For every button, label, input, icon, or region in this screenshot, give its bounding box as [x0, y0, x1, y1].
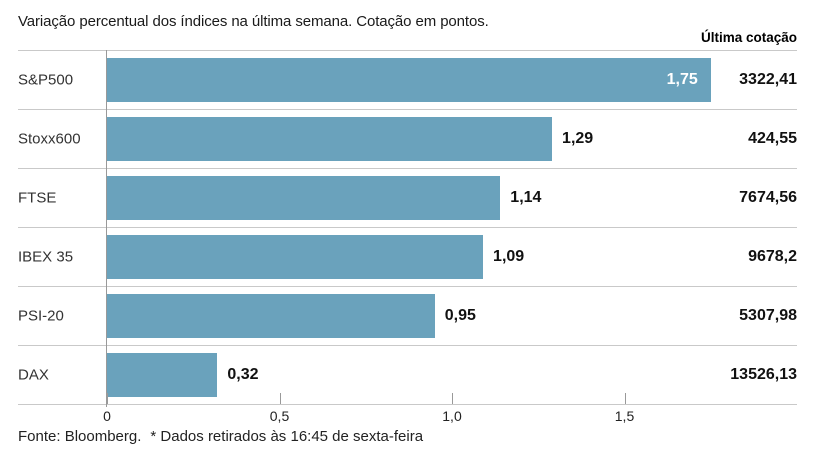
y-axis-line [106, 50, 107, 407]
tick-label: 0,5 [269, 408, 290, 424]
category-label: FTSE [18, 189, 57, 207]
bar: 1,75 [107, 58, 711, 102]
category-label: PSI-20 [18, 307, 64, 325]
value-label: 0,32 [227, 366, 259, 383]
source-note: Fonte: Bloomberg. * Dados retirados às 16… [18, 428, 423, 445]
value-label: 1,29 [562, 130, 594, 147]
category-label: S&P500 [18, 71, 74, 89]
bar: 1,09 [107, 235, 524, 279]
category-label: IBEX 35 [18, 248, 74, 266]
chart-row: FTSE 1,14 7674,56 [18, 169, 797, 228]
source-text: Fonte: Bloomberg. [18, 428, 142, 445]
chart-row: S&P500 1,75 3322,41 [18, 51, 797, 110]
value-label: 1,75 [666, 71, 698, 88]
plot-area: 0,32 13526,13 [107, 346, 797, 404]
tick-label: 1,5 [614, 408, 635, 424]
chart-title: Variação percentual dos índices na últim… [18, 13, 489, 30]
footnote-text: * Dados retirados às 16:45 de sexta-feir… [150, 428, 424, 445]
value-label: 0,95 [444, 307, 476, 324]
value-label: 1,09 [493, 248, 525, 265]
plot-area: 0,95 5307,98 [107, 287, 797, 345]
chart-row: PSI-20 0,95 5307,98 [18, 287, 797, 346]
chart-row: IBEX 35 1,09 9678,2 [18, 228, 797, 287]
x-axis: 0 0,5 1,0 1,5 [103, 393, 797, 425]
plot-area: 1,29 424,55 [107, 110, 797, 168]
bar: 1,14 [107, 176, 541, 220]
quote-value: 3322,41 [739, 71, 797, 88]
tick-mark [107, 393, 108, 404]
bar: 1,29 [107, 117, 593, 161]
category-label: DAX [18, 366, 49, 384]
quote-value: 424,55 [748, 130, 797, 147]
chart-row: DAX 0,32 13526,13 [18, 346, 797, 405]
quote-value: 7674,56 [739, 189, 797, 206]
bar: 0,95 [107, 294, 476, 338]
plot-area: 1,14 7674,56 [107, 169, 797, 227]
tick-mark [452, 393, 453, 404]
category-label: Stoxx600 [18, 130, 81, 148]
quote-value: 9678,2 [748, 248, 797, 265]
tick-label: 0 [103, 408, 111, 424]
tick-mark [624, 393, 626, 404]
value-label: 1,14 [510, 189, 542, 206]
plot-area: 1,75 3322,41 [107, 51, 797, 109]
chart-row: Stoxx600 1,29 424,55 [18, 110, 797, 169]
tick-label: 1,0 [442, 408, 462, 424]
quote-column-header: Última cotação [700, 30, 797, 45]
quote-value: 13526,13 [730, 366, 797, 383]
quote-value: 5307,98 [739, 307, 797, 324]
tick-mark [279, 393, 281, 404]
bar: 0,32 [107, 353, 259, 397]
plot-area: 1,09 9678,2 [107, 228, 797, 286]
bar-chart: S&P500 1,75 3322,41 Stoxx600 1,29 424,55… [18, 50, 797, 405]
